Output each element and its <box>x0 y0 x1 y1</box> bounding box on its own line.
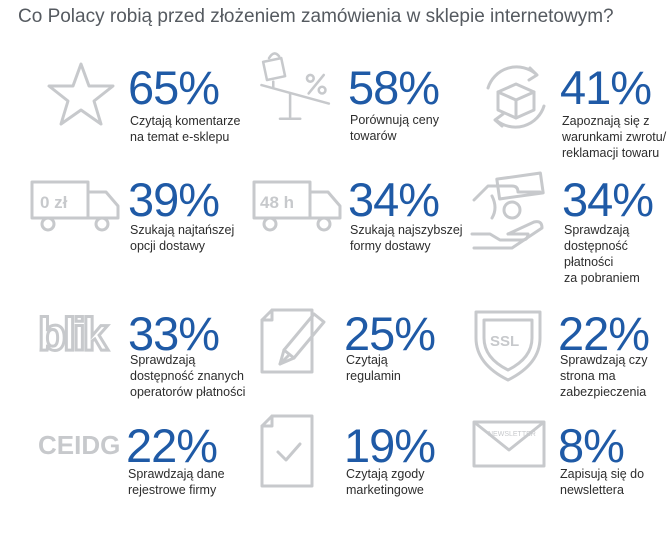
stat-item: CEIDG 22% Sprawdzają dane rejestrowe firm… <box>36 418 251 538</box>
blik-logo-icon: blik <box>37 307 114 362</box>
stat-description: Sprawdzają dostępność płatności za pobranie… <box>564 223 640 285</box>
stat-value: 41% <box>560 61 652 114</box>
star-icon <box>47 62 115 126</box>
stat-description: Sprawdzają czy strona ma zabezpieczenia <box>560 353 648 399</box>
stat-item: 34% Sprawdzają dostępność płatności za pobr… <box>468 170 670 290</box>
return-box-icon <box>486 65 546 129</box>
document-pen-icon <box>260 308 326 374</box>
stat-item: 65% Czytają komentarze na temat e-sklepu <box>44 58 259 178</box>
stat-item: 41% Zapoznają się z warunkami zwrotu/rekl… <box>476 58 670 178</box>
truck-fast-icon: 48 h <box>252 180 342 232</box>
stat-item: NEWSLETTER 8% Zapisują się do newslettera <box>470 418 670 538</box>
stat-item: 48 h 34% Szukają najszybszej formy dostaw… <box>252 170 467 290</box>
svg-text:48 h: 48 h <box>260 193 294 212</box>
truck-cheap-icon: 0 zł <box>30 180 120 232</box>
stat-value: 34% <box>348 173 440 226</box>
stat-value: 8% <box>558 419 625 472</box>
ssl-shield-icon: SSL <box>474 310 542 382</box>
stat-value: 25% <box>344 307 436 360</box>
stat-value: 22% <box>558 307 650 360</box>
stat-item: 25% Czytają regulamin <box>258 306 473 426</box>
page-title: Co Polacy robią przed złożeniem zamówien… <box>18 6 614 27</box>
price-scale-icon <box>260 52 331 120</box>
hands-payment-icon <box>470 171 545 250</box>
stat-value: 65% <box>128 61 220 114</box>
document-check-icon <box>260 414 314 488</box>
stat-description: Czytają komentarze na temat e-sklepu <box>130 114 241 144</box>
svg-text:NEWSLETTER: NEWSLETTER <box>488 431 536 438</box>
stat-value: 33% <box>128 307 220 360</box>
svg-text:0 zł: 0 zł <box>40 193 68 212</box>
stat-description: Porównują ceny towarów <box>350 113 439 143</box>
svg-text:CEIDG: CEIDG <box>38 430 120 460</box>
stat-item: SSL 22% Sprawdzają czy strona ma zabezpiec… <box>470 306 670 426</box>
svg-text:blik: blik <box>38 308 109 360</box>
stat-item: blik 33% Sprawdzają dostępność znanych ope… <box>36 306 251 426</box>
stat-description: Szukają najszybszej formy dostawy <box>350 223 463 253</box>
stat-description: Zapisują się do newslettera <box>560 467 645 497</box>
stat-value: 34% <box>562 173 654 226</box>
newsletter-envelope-icon: NEWSLETTER <box>472 420 546 468</box>
stat-value: 39% <box>128 173 220 226</box>
stat-description: Czytają zgody marketingowe <box>346 467 425 497</box>
stat-description: Zapoznają się z warunkami zwrotu/reklamac… <box>562 114 667 160</box>
stat-description: Sprawdzają dostępność znanych operatorów p… <box>130 353 246 399</box>
stat-value: 22% <box>126 419 218 472</box>
ceidg-logo-icon: CEIDG <box>38 430 120 460</box>
svg-text:SSL: SSL <box>490 333 519 350</box>
stat-item: 58% Porównują ceny towarów <box>256 48 471 168</box>
stat-value: 19% <box>344 419 436 472</box>
stat-description: Czytają regulamin <box>346 353 401 383</box>
stat-description: Szukają najtańszej opcji dostawy <box>130 223 235 253</box>
stat-description: Sprawdzają dane rejestrowe firmy <box>128 467 225 497</box>
stat-value: 58% <box>348 61 440 114</box>
stat-item: 19% Czytają zgody marketingowe <box>258 412 473 532</box>
stat-item: 0 zł 39% Szukają najtańszej opcji dostawy <box>30 170 245 290</box>
